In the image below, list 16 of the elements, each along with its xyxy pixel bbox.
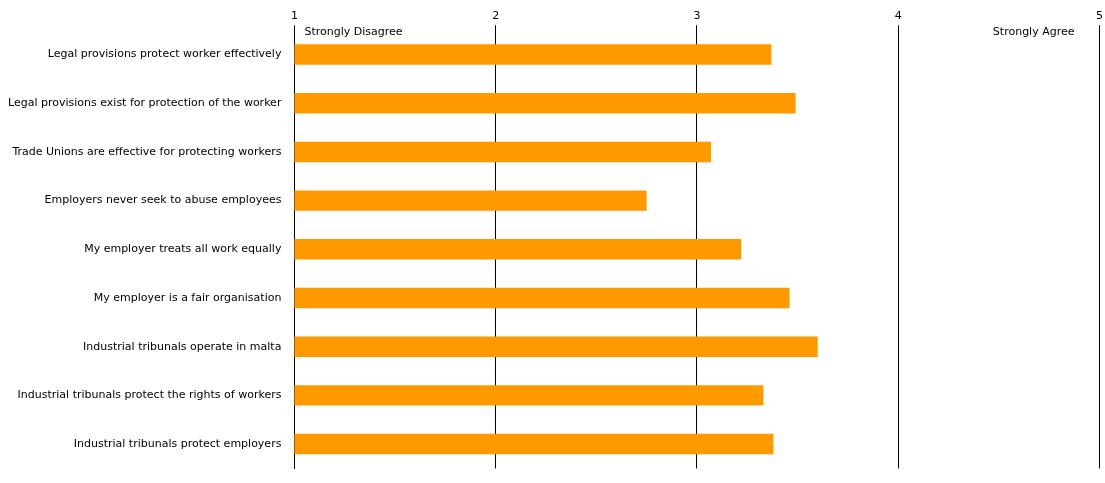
annotation: Strongly Disagree <box>304 24 403 38</box>
y-tick-label: Industrial tribunals protect the rights of workers <box>17 388 282 402</box>
y-tick-label: Industrial tribunals operate in malta <box>83 339 282 353</box>
y-tick-label: My employer treats all work equally <box>84 242 282 256</box>
x-tick-label: 4 <box>894 9 902 23</box>
x-tick-label: 5 <box>1096 9 1103 23</box>
x-tick-label: 1 <box>290 9 298 23</box>
y-tick-label: My employer is a fair organisation <box>93 290 282 304</box>
y-tick-label: Legal provisions protect worker effectively <box>47 47 282 61</box>
x-tick-label: 2 <box>492 9 500 23</box>
y-tick-label: Trade Unions are effective for protecting workers <box>11 144 282 158</box>
y-tick-label: Industrial tribunals protect employers <box>73 436 282 450</box>
y-tick-label: Legal provisions exist for protection of the worker <box>7 96 282 110</box>
annotation: Strongly Agree <box>992 24 1075 38</box>
x-tick-label: 3 <box>693 9 701 23</box>
y-tick-label: Employers never seek to abuse employees <box>44 193 282 207</box>
